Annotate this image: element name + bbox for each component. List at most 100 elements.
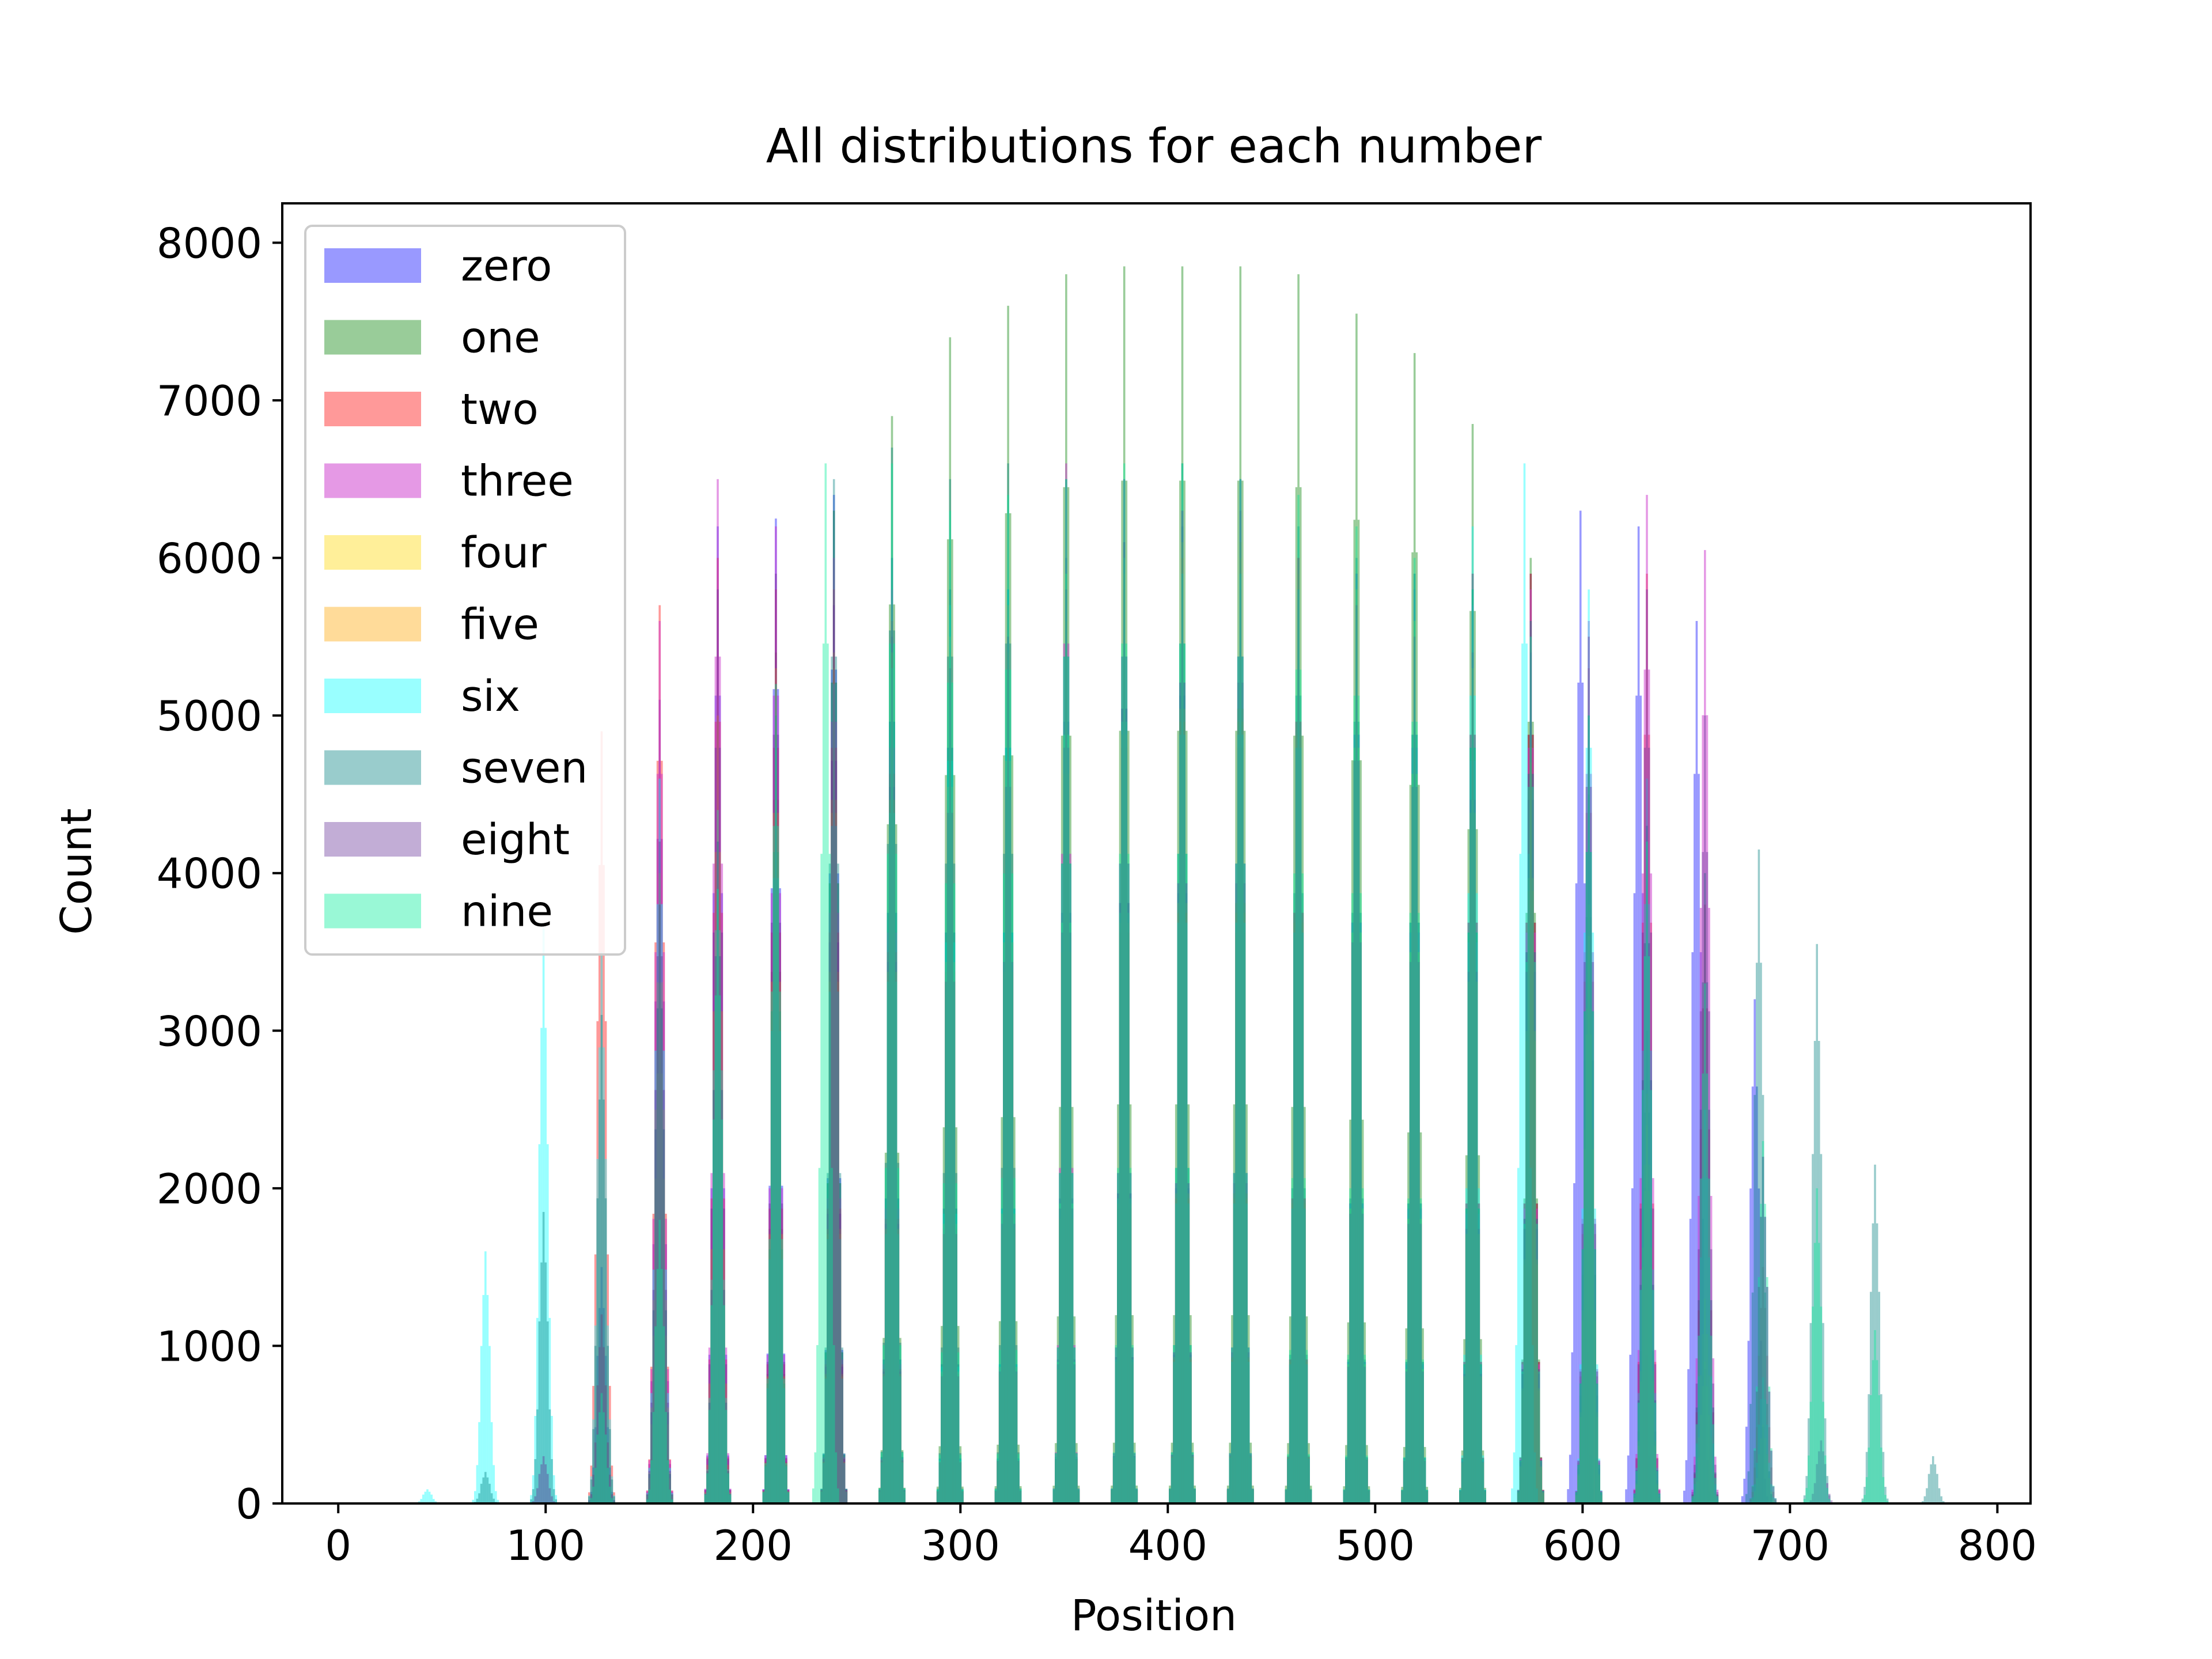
histogram-bar: [665, 1412, 667, 1503]
histogram-bar: [1643, 956, 1646, 1503]
histogram-bar: [662, 1179, 665, 1503]
histogram-bar: [764, 1466, 767, 1503]
histogram-bar: [650, 1407, 653, 1503]
histogram-bar: [1226, 1489, 1229, 1503]
histogram-bar: [1861, 1501, 1864, 1503]
histogram-bar: [1828, 1495, 1831, 1503]
histogram-bar: [1067, 656, 1070, 1503]
histogram-bar: [1689, 1218, 1692, 1503]
histogram-bar: [1003, 942, 1005, 1503]
histogram-bar: [1295, 721, 1298, 1503]
histogram-bar: [1133, 1457, 1136, 1503]
histogram-bar: [1475, 932, 1478, 1503]
histogram-bar: [1056, 1345, 1059, 1503]
histogram-bar: [1749, 1498, 1752, 1503]
histogram-bar: [953, 982, 956, 1503]
histogram-bar: [1698, 1196, 1700, 1503]
histogram-bar: [1009, 760, 1012, 1503]
histogram-bar: [1747, 1471, 1750, 1503]
histogram-bar: [1125, 721, 1128, 1503]
histogram-bar: [1345, 1459, 1347, 1503]
histogram-bar: [770, 991, 773, 1503]
histogram-bar: [1704, 983, 1706, 1503]
histogram-bar: [1422, 1369, 1424, 1503]
legend-swatch-zero: [324, 248, 421, 283]
histogram-bar: [1169, 1489, 1171, 1503]
histogram-bar: [1003, 942, 1005, 1503]
histogram-bar: [951, 813, 953, 1503]
histogram-bar: [1169, 1488, 1171, 1503]
histogram-bar: [901, 1459, 904, 1503]
histogram-bar: [1643, 904, 1646, 1503]
histogram-bar: [1753, 1491, 1756, 1503]
histogram-bar: [1694, 1478, 1696, 1503]
histogram-bar: [534, 1496, 536, 1503]
histogram-bar: [1001, 1178, 1003, 1503]
histogram-bar: [1639, 1209, 1642, 1503]
histogram-bar: [1588, 589, 1590, 1503]
histogram-bar: [1471, 605, 1474, 1503]
histogram-bar: [787, 1490, 790, 1503]
histogram-bar: [781, 1188, 783, 1503]
histogram-bar: [482, 1477, 484, 1503]
histogram-bar: [957, 1371, 960, 1503]
histogram-bar: [1075, 1459, 1078, 1503]
histogram-bar: [1816, 1464, 1818, 1503]
histogram-bar: [1185, 854, 1188, 1503]
histogram-bar: [775, 747, 777, 1503]
histogram-bar: [661, 1008, 663, 1503]
histogram-bar: [1584, 952, 1586, 1503]
histogram-bar: [1226, 1488, 1229, 1503]
histogram-bar: [1125, 721, 1128, 1503]
histogram-bar: [713, 1070, 715, 1503]
histogram-bar: [1542, 1491, 1544, 1503]
histogram-bar: [480, 1346, 483, 1503]
histogram-bar: [1465, 1188, 1468, 1503]
histogram-bar: [1527, 787, 1530, 1503]
histogram-bar: [1308, 1459, 1310, 1503]
histogram-bar: [1652, 1178, 1654, 1503]
histogram-bar: [1480, 1364, 1482, 1503]
histogram-bar: [1252, 1488, 1254, 1503]
histogram-bar: [1069, 922, 1071, 1503]
histogram-bar: [727, 1459, 729, 1503]
histogram-bar: [1289, 1354, 1291, 1503]
histogram-bar: [897, 1168, 900, 1503]
histogram-bar: [1073, 1347, 1076, 1503]
histogram-bar: [538, 1474, 541, 1503]
histogram-bar: [961, 1490, 964, 1503]
histogram-bar: [1363, 1364, 1366, 1503]
histogram-bar: [884, 1209, 887, 1503]
histogram-bar: [607, 1442, 609, 1503]
histogram-bar: [777, 825, 779, 1503]
histogram-bar: [1768, 1471, 1771, 1503]
histogram-bar: [1822, 1402, 1824, 1503]
histogram-bar: [787, 1491, 790, 1503]
histogram-bar: [955, 1183, 957, 1503]
histogram-bar: [1177, 883, 1180, 1503]
histogram-bar: [1637, 1364, 1640, 1503]
histogram-bar: [472, 1499, 474, 1503]
histogram-bar: [1577, 683, 1580, 1503]
histogram-bar: [717, 889, 719, 1503]
histogram-bar: [1415, 774, 1418, 1503]
histogram-bar: [1291, 1198, 1294, 1503]
histogram-bar: [1753, 1484, 1756, 1503]
histogram-bar: [1540, 1460, 1543, 1503]
histogram-bar: [1753, 1448, 1756, 1503]
histogram-bar: [1293, 922, 1296, 1503]
histogram-bar: [1353, 721, 1356, 1503]
histogram-bar: [893, 748, 895, 1503]
histogram-bar: [1245, 1193, 1248, 1503]
histogram-bar: [1245, 1173, 1248, 1503]
histogram-bar: [1637, 1441, 1640, 1503]
histogram-bar: [1366, 1457, 1368, 1503]
histogram-bar: [1647, 669, 1650, 1503]
histogram-bar: [903, 1491, 906, 1503]
histogram-bar: [1594, 1249, 1596, 1503]
histogram-bar: [941, 1376, 943, 1503]
histogram-bar: [1461, 1459, 1464, 1503]
histogram-bar: [1121, 709, 1123, 1503]
histogram-bar: [1822, 1323, 1824, 1503]
histogram-bar: [1355, 589, 1358, 1503]
